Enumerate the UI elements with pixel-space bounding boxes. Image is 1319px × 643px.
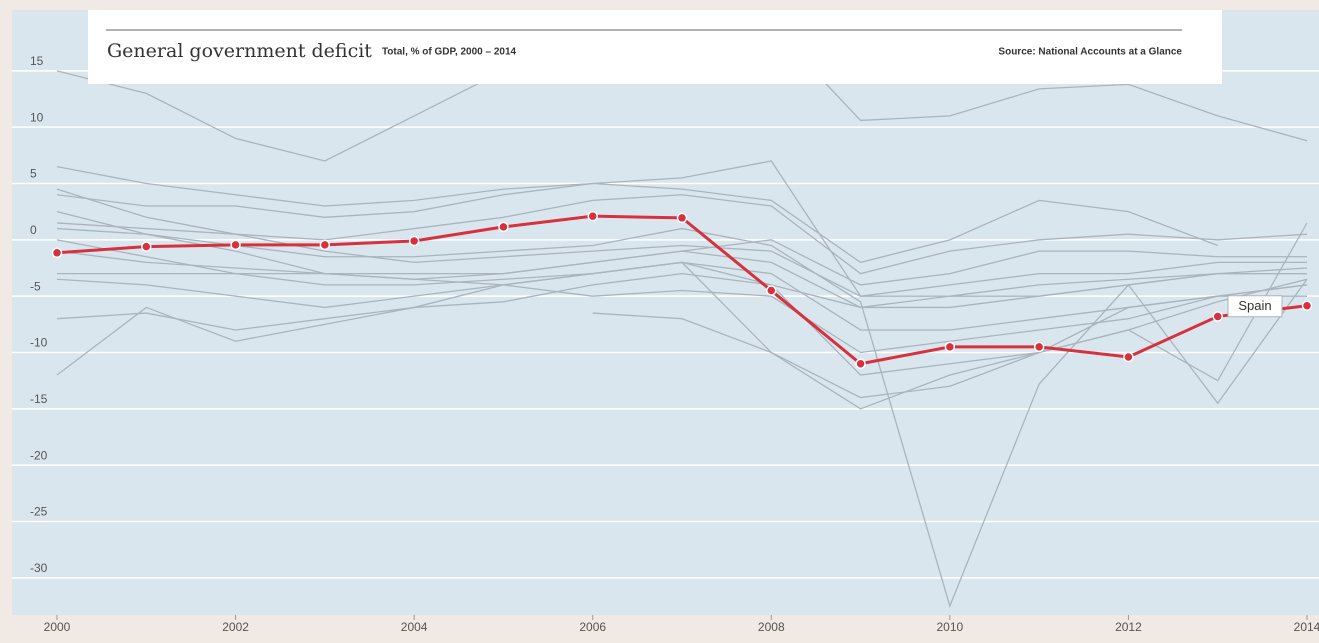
point <box>141 241 152 252</box>
y-tick-label: 10 <box>30 110 44 124</box>
y-tick-label: -5 <box>30 279 41 293</box>
y-tick-label: -25 <box>30 505 48 519</box>
title-box <box>88 10 1222 84</box>
y-tick-label: -15 <box>30 392 48 406</box>
point <box>766 285 777 296</box>
point <box>676 212 688 224</box>
plot-background <box>12 10 1319 615</box>
x-tick-label: 2008 <box>758 620 785 634</box>
series-line <box>56 250 1307 354</box>
x-tick-label: 2002 <box>222 620 249 634</box>
point <box>319 239 331 251</box>
series-line <box>56 160 1307 297</box>
series-line <box>56 194 1308 275</box>
x-tick-label: 2014 <box>1294 620 1319 634</box>
chart-source: Source: National Accounts at a Glance <box>998 47 1182 58</box>
point <box>1123 351 1134 363</box>
header: General government deficit Total, % of G… <box>88 10 1222 84</box>
point <box>498 221 509 233</box>
y-tick-label: 15 <box>30 54 44 68</box>
series-line <box>56 182 1218 264</box>
point <box>230 239 241 251</box>
x-tick-label: 2006 <box>579 620 606 634</box>
point <box>944 341 956 353</box>
point <box>855 358 866 370</box>
x-tick-label: 2004 <box>401 620 428 634</box>
point <box>587 210 598 222</box>
x-tick-label: 2000 <box>44 620 71 634</box>
chart-title: General government deficit <box>107 40 372 62</box>
x-tick-label: 2012 <box>1115 620 1142 634</box>
y-tick-label: -20 <box>30 448 48 462</box>
point <box>408 235 420 247</box>
y-tick-label: 0 <box>30 223 37 237</box>
y-tick-label: -10 <box>30 336 48 350</box>
chart-subtitle: Total, % of GDP, 2000 – 2014 <box>382 47 517 58</box>
point <box>1033 341 1045 353</box>
series-line <box>57 239 1307 286</box>
point <box>1212 311 1223 322</box>
point <box>51 247 63 259</box>
y-tick-label: -30 <box>30 561 48 575</box>
series-line <box>56 188 1307 297</box>
point <box>1301 300 1313 311</box>
series-label-box <box>1227 295 1283 318</box>
series-line <box>56 272 1307 331</box>
series-line <box>56 227 1308 608</box>
series-label: Spain <box>1238 298 1271 313</box>
x-tick-label: 2010 <box>937 620 964 634</box>
y-tick-label: 5 <box>30 167 37 181</box>
